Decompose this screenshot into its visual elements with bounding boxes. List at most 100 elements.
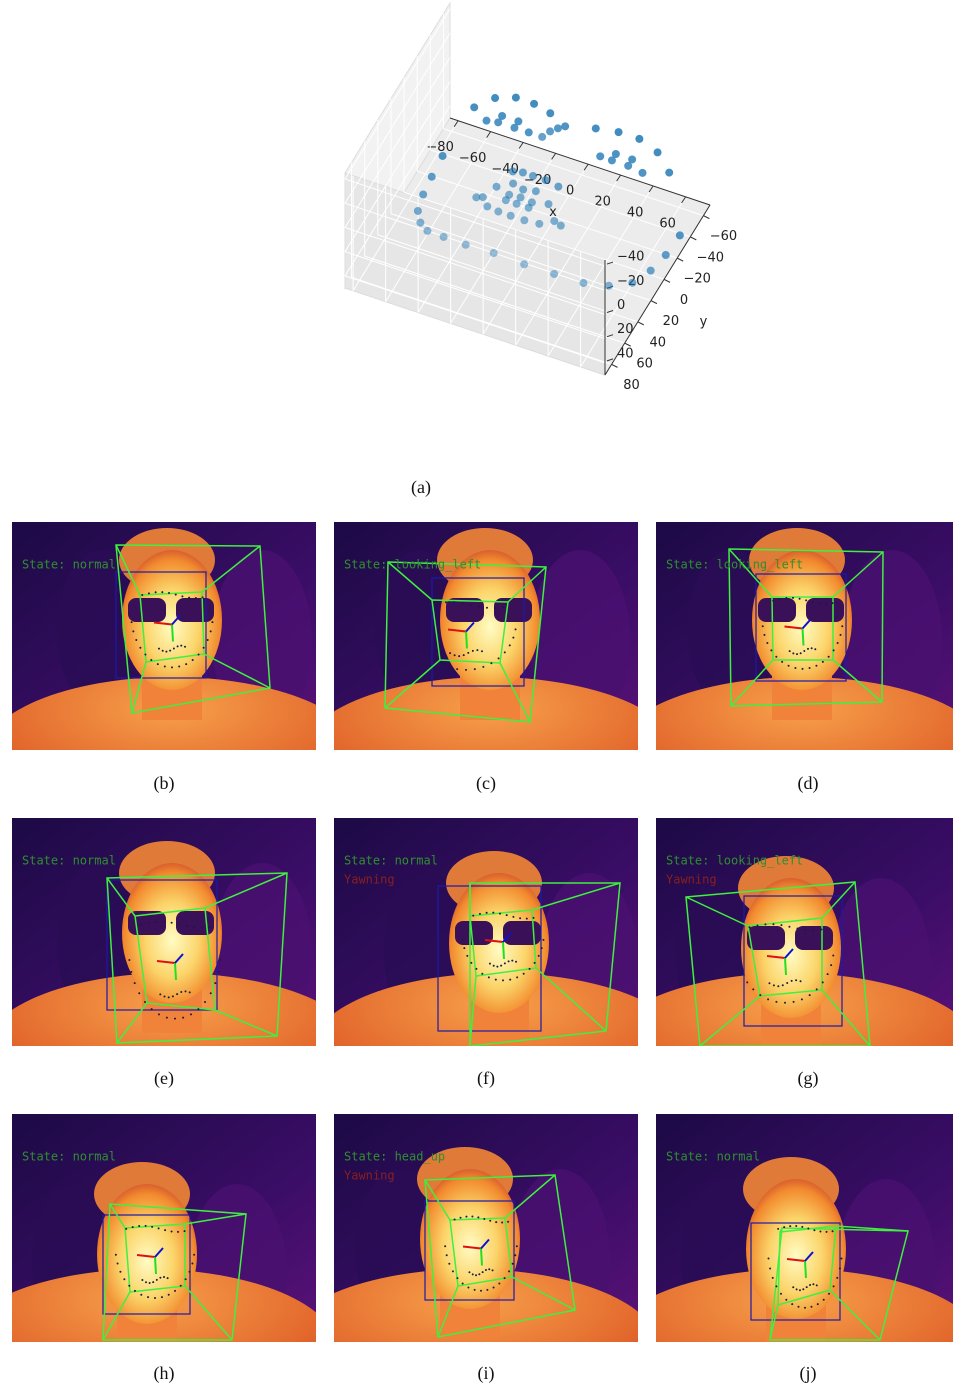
landmark: [813, 1229, 815, 1231]
landmark: [161, 1296, 163, 1298]
point: [639, 169, 647, 177]
landmark: [836, 1277, 838, 1279]
landmark: [177, 1231, 179, 1233]
landmark: [485, 1269, 487, 1271]
landmark: [210, 992, 212, 994]
landmark: [465, 669, 467, 671]
landmark: [488, 976, 490, 978]
landmark: [475, 968, 477, 970]
landmark: [481, 650, 483, 652]
pose-axis: [785, 958, 786, 975]
landmark: [830, 964, 832, 966]
landmark: [816, 1284, 818, 1286]
alert-label: Yawning: [344, 1169, 395, 1183]
landmark: [805, 599, 807, 601]
landmark: [804, 1307, 806, 1309]
landmark: [483, 1218, 485, 1220]
landmark: [149, 1282, 151, 1284]
landmark: [475, 1274, 477, 1276]
landmark: [492, 1269, 494, 1271]
landmark: [454, 654, 456, 656]
landmark: [784, 1002, 786, 1004]
landmark: [166, 1017, 168, 1019]
caption: (g): [798, 1068, 819, 1089]
landmark: [138, 1225, 140, 1227]
landmark: [777, 985, 779, 987]
landmark: [182, 1017, 184, 1019]
landmark: [445, 601, 447, 603]
landmark: [186, 925, 188, 927]
landmark: [158, 1227, 160, 1229]
state-label: State: normal: [22, 1150, 116, 1164]
landmark: [806, 1286, 808, 1288]
landmark: [151, 1226, 153, 1228]
pose-axis: [481, 1249, 482, 1266]
glasses: [758, 598, 796, 622]
landmark: [492, 912, 494, 914]
landmark: [502, 979, 504, 981]
landmark: [785, 597, 787, 599]
landmark: [220, 959, 222, 961]
landmark: [472, 1273, 474, 1275]
landmark: [479, 913, 481, 915]
landmark: [781, 661, 783, 663]
pose-axis: [172, 625, 173, 642]
landmark: [429, 604, 431, 606]
landmark: [541, 947, 543, 949]
landmark: [814, 648, 816, 650]
landmark: [496, 966, 498, 968]
point: [662, 251, 670, 259]
landmark: [828, 656, 830, 658]
landmark: [512, 916, 514, 918]
landmark: [204, 1001, 206, 1003]
landmark: [119, 1271, 121, 1273]
point: [635, 135, 643, 143]
point: [507, 212, 515, 220]
y-tick-label: −40: [697, 250, 724, 265]
landmark: [180, 1285, 182, 1287]
pose-axis: [503, 942, 504, 959]
plot-3d: −80−60−40−200204060−60−40−20020406080−40…: [345, 3, 737, 393]
landmark: [769, 1267, 771, 1269]
landmark: [791, 1303, 793, 1305]
landmark: [792, 652, 794, 654]
landmark: [509, 979, 511, 981]
landmark: [818, 602, 820, 604]
landmark: [128, 959, 130, 961]
landmark: [207, 639, 209, 641]
landmark: [141, 1279, 143, 1281]
landmark: [804, 929, 806, 931]
landmark: [131, 621, 133, 623]
landmark: [507, 1221, 509, 1223]
landmark: [198, 654, 200, 656]
landmark: [175, 594, 177, 596]
landmark: [197, 1008, 199, 1010]
point: [502, 196, 510, 204]
landmark: [130, 971, 132, 973]
landmark: [470, 604, 472, 606]
landmark: [168, 996, 170, 998]
landmark: [134, 1290, 136, 1292]
landmark: [796, 653, 798, 655]
landmark: [529, 968, 531, 970]
point: [546, 127, 554, 135]
landmark: [192, 659, 194, 661]
pose-axis: [175, 963, 176, 980]
point: [491, 94, 499, 102]
landmark: [481, 973, 483, 975]
landmark: [828, 1293, 830, 1295]
landmark: [163, 1276, 165, 1278]
landmark: [498, 657, 500, 659]
landmark: [775, 1285, 777, 1287]
landmark: [767, 1257, 769, 1259]
page: (a) −80−60−40−200204060−60−40−2002040608…: [0, 0, 953, 1388]
point: [520, 216, 528, 224]
landmark: [783, 1226, 785, 1228]
caption: (c): [476, 773, 496, 794]
point: [428, 173, 436, 181]
thermal-image: State: looking_left: [612, 522, 953, 837]
landmark: [177, 645, 179, 647]
landmark: [516, 976, 518, 978]
point: [419, 191, 427, 199]
landmark: [542, 939, 544, 941]
